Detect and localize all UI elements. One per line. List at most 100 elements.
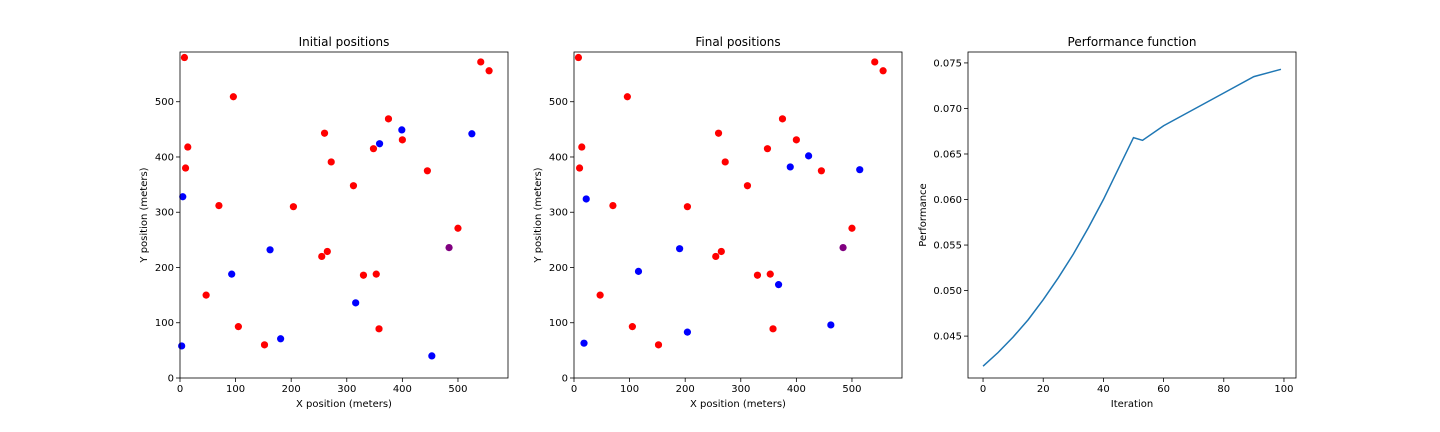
data-point	[375, 140, 384, 148]
data-point	[384, 115, 393, 123]
data-point	[229, 93, 237, 101]
data-point	[856, 166, 864, 174]
data-point	[398, 136, 406, 144]
data-point	[683, 203, 692, 211]
data-point	[289, 203, 298, 211]
x-tick-label: 60	[1157, 384, 1170, 395]
data-point	[184, 143, 192, 151]
data-point	[372, 270, 380, 278]
y-tick-label: 0.050	[933, 286, 962, 297]
data-point	[318, 252, 326, 261]
y-tick-label: 0.075	[933, 58, 962, 69]
y-tick-label: 0.065	[933, 149, 962, 160]
data-point	[260, 341, 269, 349]
data-point	[714, 129, 723, 137]
chart-panel-2: Final positions 0 100 200 300 400 500 0 100 200 30…	[533, 35, 903, 410]
data-point	[349, 182, 358, 190]
data-point	[179, 193, 187, 201]
y-tick-label: 100	[549, 318, 568, 329]
data-point	[634, 267, 643, 275]
data-point	[423, 167, 431, 175]
data-point	[477, 58, 485, 66]
data-point	[398, 126, 406, 134]
chart-panel-3: Performance function 0 20 40 60 80 100 0.045 0.0…	[918, 35, 1297, 410]
y-tick-label: 100	[155, 318, 174, 329]
chart-panel-1: Initial positions 0 100 200 300 400 500 0 100 200…	[139, 35, 509, 410]
x-tick-label: 80	[1217, 384, 1230, 395]
x-tick-label: 500	[842, 384, 861, 395]
x-tick-label: 500	[448, 384, 467, 395]
data-point	[817, 167, 825, 175]
data-point	[574, 53, 583, 62]
x-tick-label: 100	[620, 384, 639, 395]
data-point	[683, 328, 692, 336]
y-tick-label: 200	[549, 263, 568, 274]
y-tick-label: 300	[549, 208, 568, 219]
data-point	[178, 342, 186, 350]
data-point	[266, 246, 274, 254]
data-point	[774, 281, 783, 289]
data-point	[352, 299, 360, 307]
data-point	[753, 271, 762, 279]
x-axis-label: Iteration	[1111, 399, 1153, 410]
y-tick-label: 400	[155, 152, 174, 163]
data-point	[428, 352, 436, 360]
y-tick-label: 300	[155, 208, 174, 219]
data-point	[839, 244, 847, 252]
x-tick-label: 100	[226, 384, 245, 395]
x-tick-label: 0	[980, 384, 986, 395]
data-point	[766, 270, 774, 278]
data-point	[215, 202, 223, 210]
data-point	[827, 321, 835, 329]
data-point	[623, 93, 631, 101]
data-point	[712, 252, 720, 261]
plot-frame	[967, 51, 1297, 379]
data-point	[228, 270, 236, 278]
x-axis-label: X position (meters)	[296, 399, 392, 410]
x-tick-label: 300	[731, 384, 750, 395]
data-point	[369, 145, 378, 153]
data-point	[596, 291, 604, 299]
data-point	[375, 325, 383, 333]
data-point	[628, 323, 636, 331]
data-point	[778, 115, 787, 123]
y-tick-label: 0.055	[933, 241, 962, 252]
y-tick-label: 200	[155, 263, 174, 274]
x-tick-label: 40	[1097, 384, 1110, 395]
data-point	[848, 224, 856, 232]
y-axis-label: Performance	[918, 183, 929, 246]
data-point	[277, 335, 285, 343]
y-axis-label: Y position (meters)	[139, 167, 150, 263]
y-tick-label: 0.060	[933, 195, 962, 206]
series-line	[982, 68, 1282, 367]
data-point	[485, 67, 493, 75]
data-point	[654, 341, 663, 349]
x-tick-label: 0	[571, 384, 577, 395]
y-tick-label: 400	[549, 152, 568, 163]
data-point	[871, 58, 879, 66]
data-point	[181, 164, 190, 172]
x-tick-label: 300	[337, 384, 356, 395]
plot-frame	[573, 51, 903, 379]
y-tick-label: 0	[168, 374, 174, 385]
chart-title: Final positions	[695, 35, 780, 49]
x-tick-label: 400	[787, 384, 806, 395]
data-point	[792, 136, 800, 144]
y-tick-label: 500	[155, 97, 174, 108]
data-point	[359, 271, 368, 279]
data-point	[180, 53, 189, 62]
data-point	[676, 245, 684, 253]
data-point	[323, 247, 331, 256]
data-point	[717, 247, 725, 256]
x-axis-label: X position (meters)	[690, 399, 786, 410]
data-point	[743, 182, 752, 190]
data-point	[582, 195, 590, 203]
y-axis-label: Y position (meters)	[533, 167, 544, 263]
data-point	[327, 158, 335, 166]
data-point	[879, 67, 887, 75]
x-tick-label: 0	[177, 384, 183, 395]
x-tick-label: 100	[1274, 384, 1293, 395]
y-tick-label: 0	[562, 374, 568, 385]
y-tick-label: 0.070	[933, 104, 962, 115]
